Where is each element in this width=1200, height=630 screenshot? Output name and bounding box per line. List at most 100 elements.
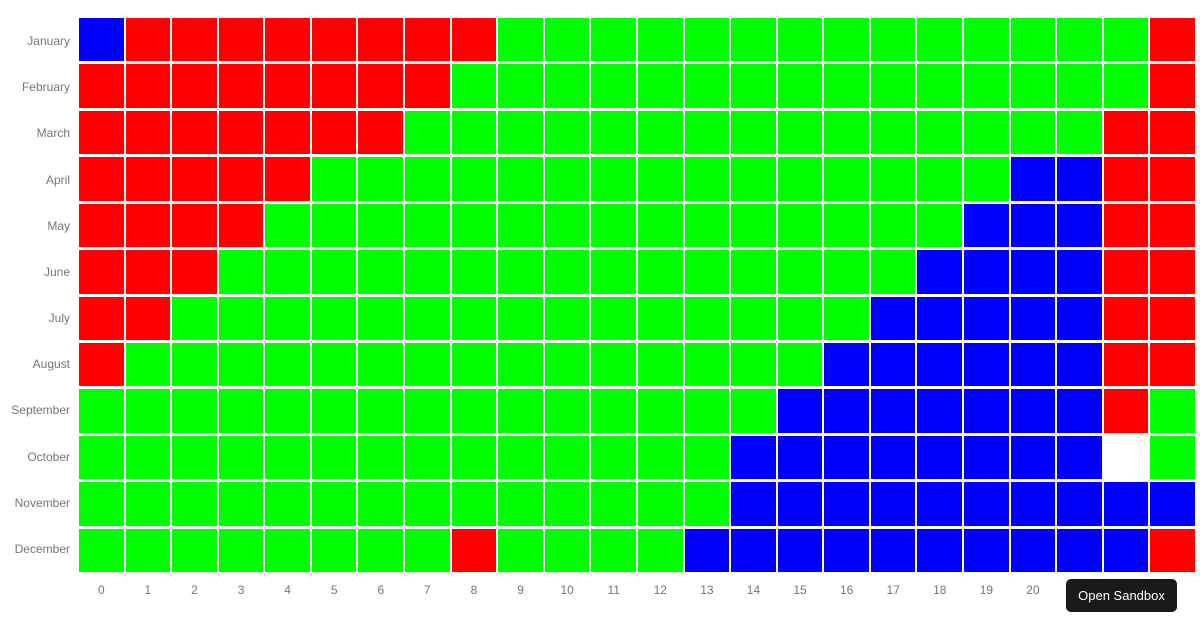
heatmap-cell[interactable] — [358, 110, 404, 155]
heatmap-cell[interactable] — [824, 250, 869, 294]
heatmap-cell[interactable] — [870, 482, 916, 526]
heatmap-cell[interactable] — [731, 389, 776, 433]
heatmap-cell[interactable] — [358, 389, 404, 433]
heatmap-cell[interactable] — [1057, 482, 1102, 526]
heatmap-cell[interactable] — [1057, 296, 1102, 340]
heatmap-cell[interactable] — [265, 157, 310, 201]
heatmap-cell[interactable] — [1010, 296, 1056, 340]
heatmap-cell[interactable] — [591, 296, 636, 340]
heatmap-cell[interactable] — [591, 482, 636, 526]
heatmap-cell[interactable] — [684, 342, 730, 387]
heatmap-cell[interactable] — [311, 342, 357, 387]
heatmap-cell[interactable] — [1103, 389, 1149, 433]
heatmap-cell[interactable] — [731, 296, 776, 340]
heatmap-cell[interactable] — [79, 528, 124, 572]
heatmap-cell[interactable] — [1103, 110, 1149, 155]
heatmap-cell[interactable] — [684, 157, 730, 201]
heatmap-cell[interactable] — [684, 250, 730, 294]
heatmap-cell[interactable] — [731, 110, 776, 155]
heatmap-cell[interactable] — [79, 64, 124, 108]
heatmap-cell[interactable] — [265, 435, 310, 480]
heatmap-cell[interactable] — [1150, 157, 1195, 201]
heatmap-cell[interactable] — [777, 296, 823, 340]
heatmap-cell[interactable] — [1057, 203, 1102, 248]
heatmap-cell[interactable] — [777, 482, 823, 526]
heatmap-cell[interactable] — [79, 18, 124, 62]
heatmap-cell[interactable] — [451, 157, 497, 201]
heatmap-cell[interactable] — [1103, 64, 1149, 108]
heatmap-cell[interactable] — [637, 250, 683, 294]
heatmap-cell[interactable] — [172, 157, 217, 201]
heatmap-cell[interactable] — [824, 157, 869, 201]
heatmap-cell[interactable] — [777, 389, 823, 433]
heatmap-cell[interactable] — [544, 482, 590, 526]
heatmap-cell[interactable] — [731, 203, 776, 248]
heatmap-cell[interactable] — [1103, 18, 1149, 62]
heatmap-cell[interactable] — [591, 250, 636, 294]
heatmap-cell[interactable] — [79, 203, 124, 248]
heatmap-cell[interactable] — [684, 64, 730, 108]
heatmap-cell[interactable] — [591, 203, 636, 248]
heatmap-cell[interactable] — [218, 203, 264, 248]
heatmap-cell[interactable] — [358, 342, 404, 387]
heatmap-cell[interactable] — [1010, 203, 1056, 248]
heatmap-cell[interactable] — [451, 250, 497, 294]
heatmap-cell[interactable] — [964, 389, 1009, 433]
heatmap-cell[interactable] — [917, 342, 963, 387]
heatmap-cell[interactable] — [824, 482, 869, 526]
heatmap-cell[interactable] — [311, 18, 357, 62]
heatmap-cell[interactable] — [1057, 342, 1102, 387]
heatmap-cell[interactable] — [591, 157, 636, 201]
heatmap-cell[interactable] — [1010, 157, 1056, 201]
heatmap-cell[interactable] — [405, 110, 450, 155]
heatmap-cell[interactable] — [824, 389, 869, 433]
heatmap-cell[interactable] — [544, 250, 590, 294]
heatmap-cell[interactable] — [1057, 528, 1102, 572]
heatmap-cell[interactable] — [125, 110, 171, 155]
heatmap-cell[interactable] — [964, 250, 1009, 294]
heatmap-cell[interactable] — [637, 110, 683, 155]
heatmap-cell[interactable] — [358, 250, 404, 294]
heatmap-cell[interactable] — [125, 342, 171, 387]
heatmap-cell[interactable] — [218, 296, 264, 340]
heatmap-cell[interactable] — [79, 250, 124, 294]
heatmap-cell[interactable] — [498, 64, 543, 108]
heatmap-cell[interactable] — [964, 110, 1009, 155]
heatmap-cell[interactable] — [451, 528, 497, 572]
heatmap-cell[interactable] — [405, 435, 450, 480]
heatmap-cell[interactable] — [405, 342, 450, 387]
heatmap-cell[interactable] — [358, 64, 404, 108]
heatmap-cell[interactable] — [1010, 250, 1056, 294]
heatmap-cell[interactable] — [172, 250, 217, 294]
heatmap-cell[interactable] — [731, 342, 776, 387]
heatmap-cell[interactable] — [777, 157, 823, 201]
heatmap-cell[interactable] — [265, 389, 310, 433]
heatmap-cell[interactable] — [172, 296, 217, 340]
heatmap-cell[interactable] — [358, 296, 404, 340]
heatmap-cell[interactable] — [684, 482, 730, 526]
heatmap-cell[interactable] — [405, 296, 450, 340]
heatmap-cell[interactable] — [125, 528, 171, 572]
heatmap-cell[interactable] — [1150, 110, 1195, 155]
heatmap-cell[interactable] — [870, 203, 916, 248]
heatmap-cell[interactable] — [684, 435, 730, 480]
heatmap-cell[interactable] — [1010, 110, 1056, 155]
heatmap-cell[interactable] — [1010, 64, 1056, 108]
heatmap-cell[interactable] — [498, 528, 543, 572]
heatmap-cell[interactable] — [311, 296, 357, 340]
heatmap-cell[interactable] — [964, 18, 1009, 62]
heatmap-cell[interactable] — [964, 342, 1009, 387]
heatmap-cell[interactable] — [917, 389, 963, 433]
heatmap-cell[interactable] — [498, 250, 543, 294]
heatmap-cell[interactable] — [451, 389, 497, 433]
heatmap-cell[interactable] — [777, 18, 823, 62]
heatmap-cell[interactable] — [544, 389, 590, 433]
heatmap-cell[interactable] — [265, 342, 310, 387]
heatmap-cell[interactable] — [870, 250, 916, 294]
heatmap-cell[interactable] — [265, 482, 310, 526]
heatmap-cell[interactable] — [1150, 64, 1195, 108]
heatmap-cell[interactable] — [964, 435, 1009, 480]
heatmap-cell[interactable] — [358, 528, 404, 572]
heatmap-cell[interactable] — [1010, 18, 1056, 62]
heatmap-cell[interactable] — [79, 296, 124, 340]
